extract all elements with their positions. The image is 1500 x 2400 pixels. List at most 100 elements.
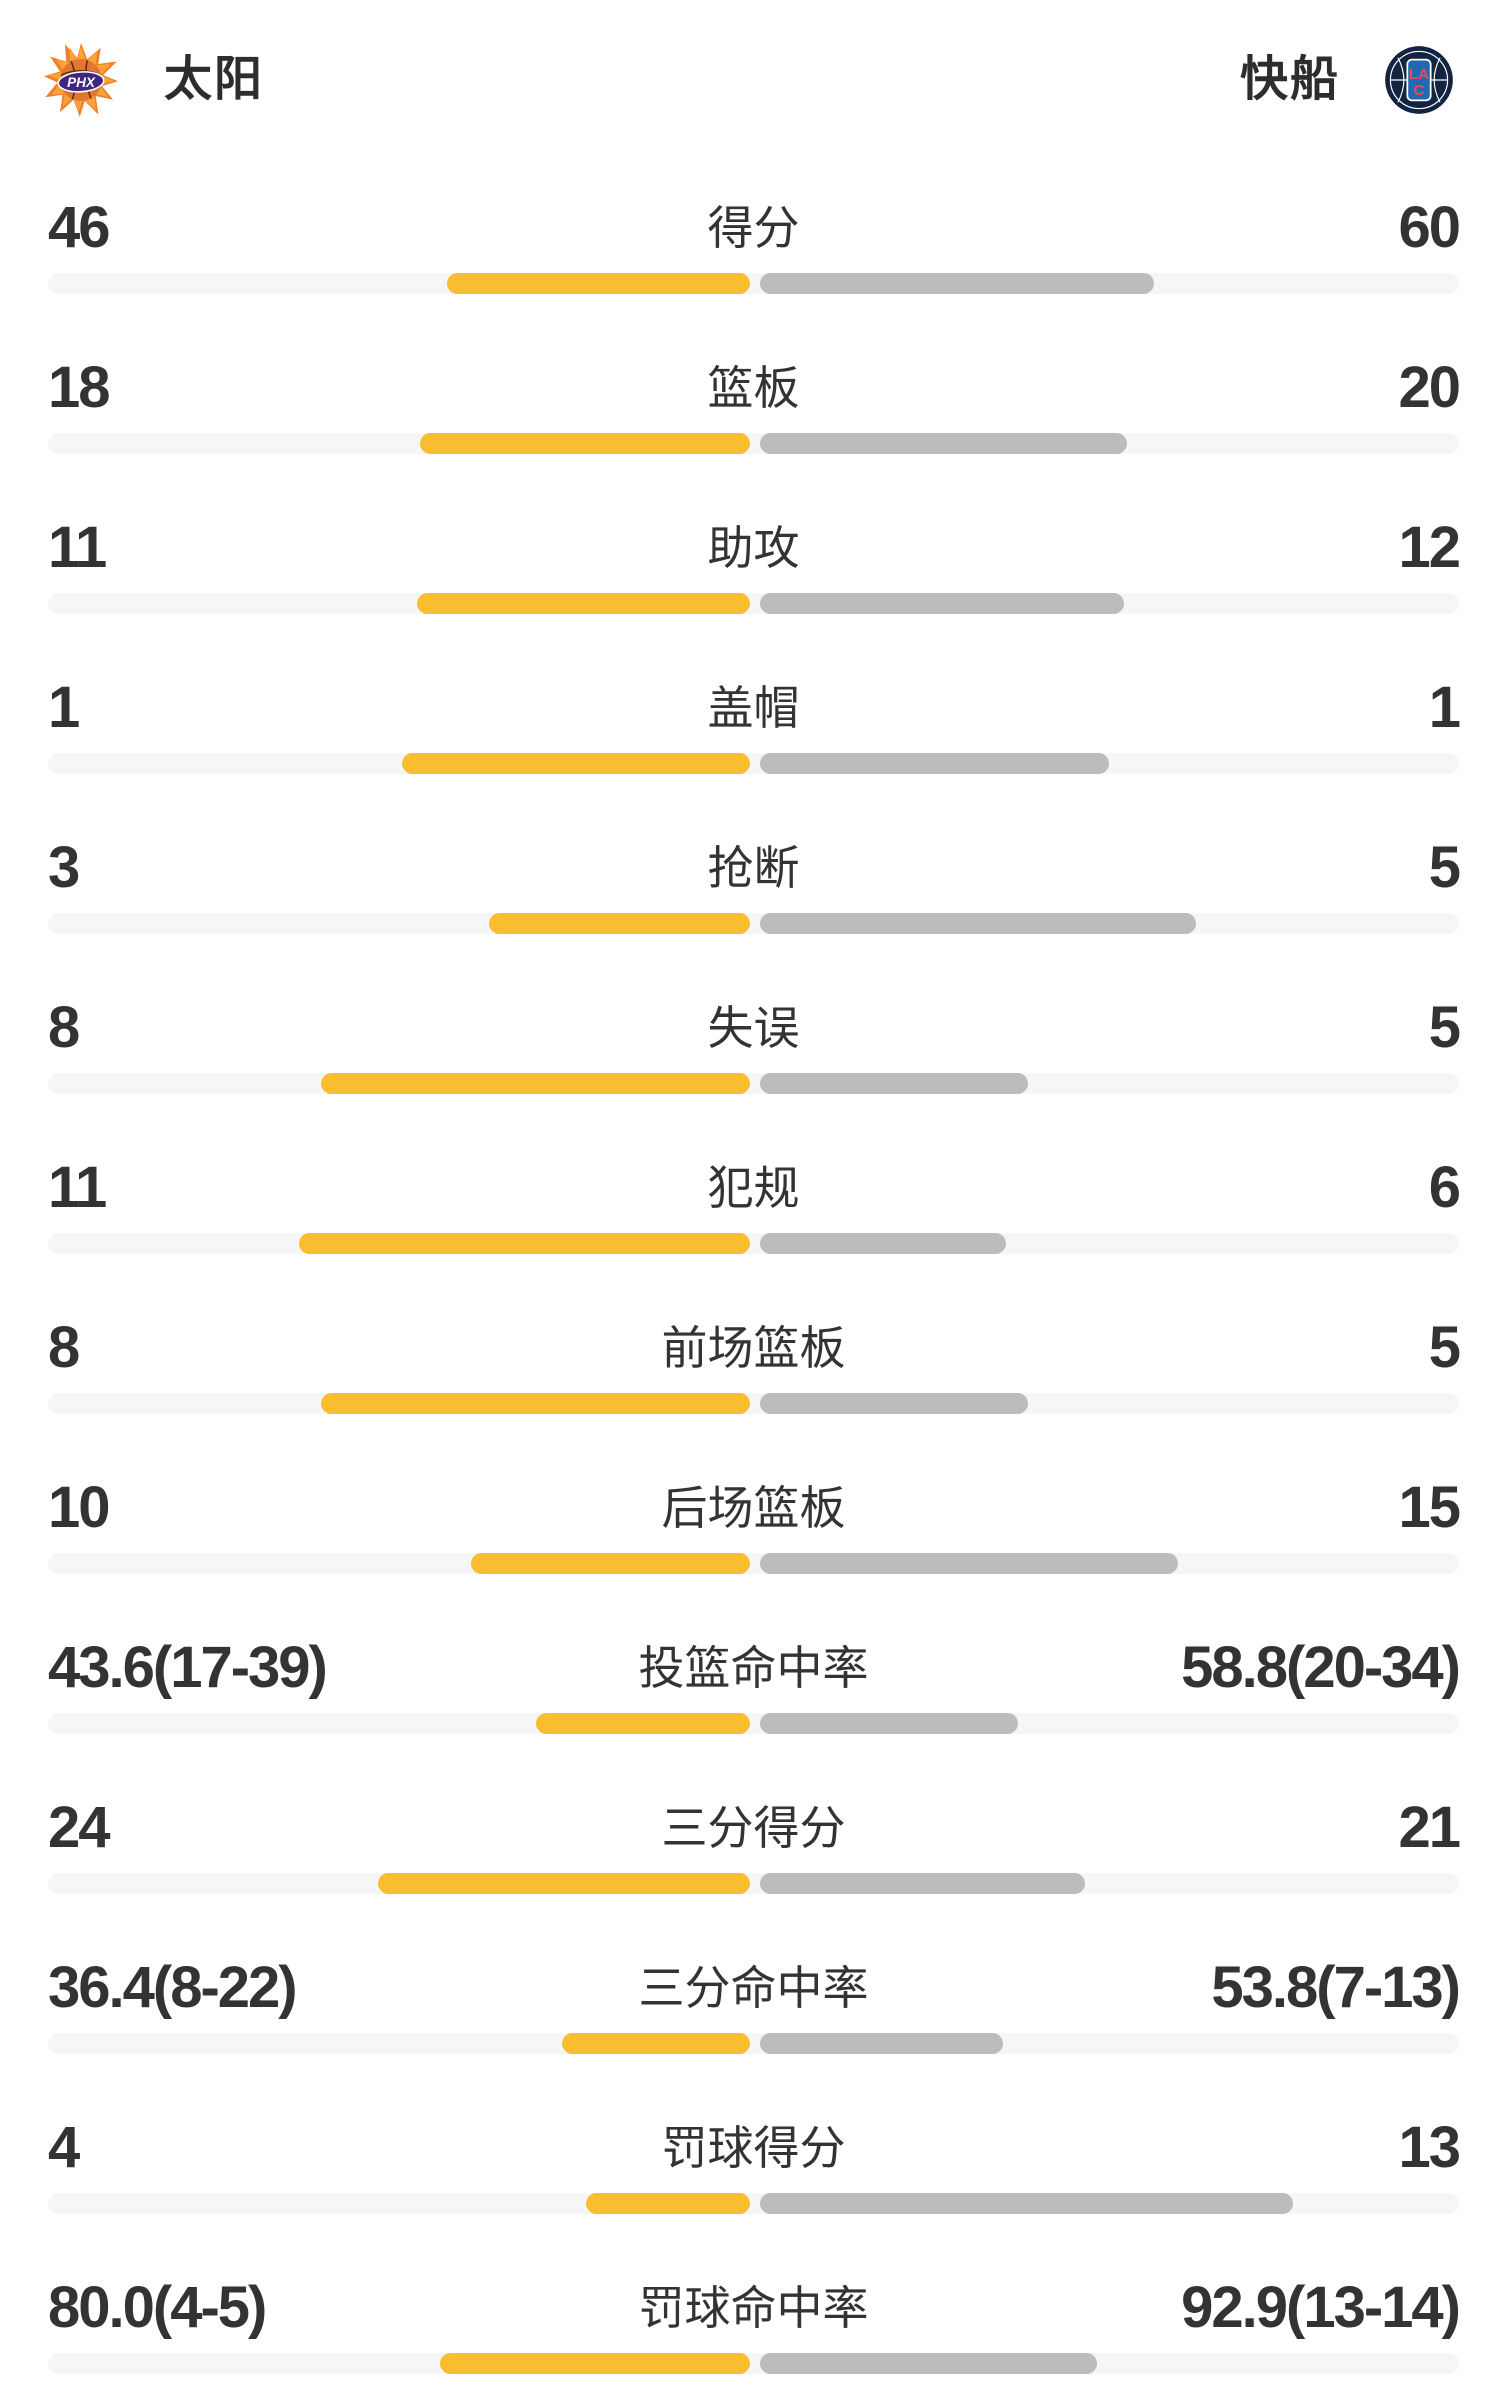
left-team-value: 8 [48, 995, 80, 1060]
bar-track [48, 2353, 1459, 2374]
right-team-value: 20 [1398, 355, 1460, 420]
right-team-bar [759, 753, 1109, 774]
stats-list: 46 得分 60 18 篮板 20 11 助攻 12 [0, 145, 1500, 2385]
stat-label: 前场篮板 [661, 1322, 846, 1374]
right-team-bar [759, 2193, 1293, 2214]
stat-row-text: 36.4(8-22) 三分命中率 53.8(7-13) [48, 1955, 1461, 2020]
stat-row: 36.4(8-22) 三分命中率 53.8(7-13) [0, 1905, 1500, 2065]
left-team-bar [470, 1553, 750, 1574]
stat-row: 10 后场篮板 15 [0, 1425, 1500, 1585]
left-team-bar [535, 1713, 750, 1734]
left-team-bar [401, 753, 750, 774]
bar-track [48, 753, 1459, 774]
left-team-value: 10 [48, 1475, 110, 1540]
stat-label: 罚球得分 [661, 2122, 846, 2174]
stat-row-text: 10 后场篮板 15 [48, 1475, 1461, 1540]
stat-label: 犯规 [707, 1162, 800, 1214]
left-team-value: 18 [48, 355, 110, 420]
bar-track [48, 2193, 1459, 2214]
stat-row-text: 11 犯规 6 [48, 1155, 1461, 1220]
right-team-value: 5 [1428, 995, 1461, 1060]
stat-row: 4 罚球得分 13 [0, 2065, 1500, 2225]
left-team-value: 43.6(17-39) [48, 1635, 328, 1700]
bar-track [48, 1873, 1459, 1894]
bar-track [48, 593, 1459, 614]
stat-row-text: 18 篮板 20 [48, 355, 1461, 420]
stat-row: 8 前场篮板 5 [0, 1265, 1500, 1425]
stat-label: 三分得分 [661, 1802, 846, 1854]
stat-row-text: 24 三分得分 21 [48, 1795, 1461, 1860]
bar-track [48, 1713, 1459, 1734]
stat-label: 抢断 [707, 842, 800, 894]
team-right: 快船 LA C [1240, 45, 1454, 115]
bar-track [48, 273, 1459, 294]
left-team-value: 11 [48, 1155, 107, 1220]
right-team-bar [759, 2353, 1097, 2374]
right-team-bar [759, 1713, 1018, 1734]
stat-row-text: 43.6(17-39) 投篮命中率 58.8(20-34) [48, 1635, 1461, 1700]
stat-row: 24 三分得分 21 [0, 1745, 1500, 1905]
stat-label: 罚球命中率 [638, 2282, 869, 2334]
left-team-bar [419, 433, 750, 454]
stat-label: 助攻 [707, 522, 800, 574]
stat-row: 18 篮板 20 [0, 305, 1500, 465]
bar-track [48, 1393, 1459, 1414]
right-team-bar [759, 593, 1124, 614]
team-name-right: 快船 [1239, 53, 1340, 106]
left-team-bar [488, 913, 750, 934]
stat-row: 3 抢断 5 [0, 785, 1500, 945]
right-team-value: 92.9(13-14) [1181, 2275, 1461, 2340]
right-team-bar [759, 433, 1127, 454]
right-team-bar [759, 1073, 1028, 1094]
stat-label: 盖帽 [707, 682, 800, 734]
stat-label: 后场篮板 [661, 1482, 846, 1534]
right-team-bar [759, 273, 1154, 294]
stat-label: 三分命中率 [638, 1962, 869, 2014]
right-team-value: 13 [1398, 2115, 1460, 2180]
stat-row: 43.6(17-39) 投篮命中率 58.8(20-34) [0, 1585, 1500, 1745]
bar-track [48, 1233, 1459, 1254]
stat-row-text: 46 得分 60 [48, 199, 1461, 257]
stat-row-text: 3 抢断 5 [48, 835, 1461, 900]
left-team-value: 4 [48, 2115, 80, 2180]
stat-row: 8 失误 5 [0, 945, 1500, 1105]
right-team-value: 6 [1428, 1155, 1461, 1220]
stat-row-text: 1 盖帽 1 [48, 675, 1461, 740]
stat-row-text: 80.0(4-5) 罚球命中率 92.9(13-14) [48, 2275, 1461, 2340]
left-team-bar [298, 1233, 750, 1254]
suns-logo-icon: PHX [44, 42, 118, 118]
clippers-monogram-top: LA [1409, 66, 1429, 83]
stat-row: 11 助攻 12 [0, 465, 1500, 625]
right-team-bar [759, 1393, 1028, 1414]
left-team-bar [446, 273, 750, 294]
left-team-value: 3 [48, 835, 80, 900]
left-team-bar [416, 593, 750, 614]
left-team-bar [585, 2193, 750, 2214]
right-team-value: 1 [1428, 675, 1461, 740]
right-team-value: 12 [1398, 515, 1460, 580]
right-team-value: 15 [1398, 1475, 1460, 1540]
right-team-value: 5 [1428, 1315, 1461, 1380]
stat-row: 1 盖帽 1 [0, 625, 1500, 785]
left-team-bar [377, 1873, 750, 1894]
right-team-value: 21 [1398, 1795, 1460, 1860]
right-team-bar [759, 1873, 1085, 1894]
stat-row-text: 11 助攻 12 [48, 515, 1461, 580]
right-team-bar [759, 1553, 1178, 1574]
right-team-value: 53.8(7-13) [1211, 1955, 1461, 2020]
left-team-value: 1 [48, 675, 80, 740]
left-team-value: 24 [48, 1795, 110, 1860]
bar-track [48, 1553, 1459, 1574]
clippers-logo-icon: LA C [1384, 45, 1454, 115]
stat-row: 11 犯规 6 [0, 1105, 1500, 1265]
team-header: PHX 太阳 快船 LA C [0, 0, 1500, 160]
left-team-value: 36.4(8-22) [48, 1955, 298, 2020]
stat-row-text: 8 前场篮板 5 [48, 1315, 1461, 1380]
right-team-bar [759, 2033, 1003, 2054]
suns-abbr-text: PHX [67, 75, 96, 90]
right-team-value: 58.8(20-34) [1181, 1635, 1461, 1700]
stat-row-text: 8 失误 5 [48, 995, 1461, 1060]
stat-label: 得分 [707, 202, 800, 254]
bar-track [48, 1073, 1459, 1094]
